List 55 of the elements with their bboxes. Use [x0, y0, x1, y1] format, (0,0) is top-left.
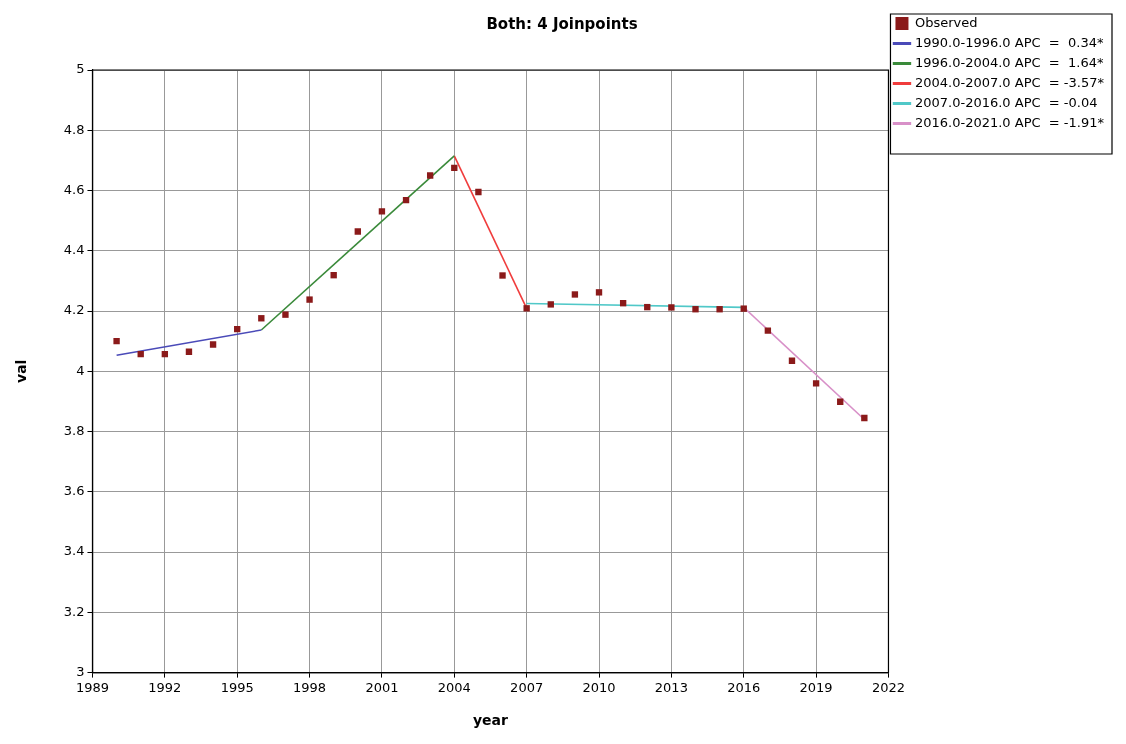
point — [113, 337, 120, 345]
y-tick-label: 3 — [76, 663, 85, 679]
point — [764, 327, 772, 334]
legend-label: 1990.0-1996.0 APC = 0.34* — [914, 34, 1104, 50]
point — [306, 296, 313, 303]
x-tick-label: 2016 — [727, 679, 761, 695]
point — [185, 348, 193, 355]
y-tick-label: 5 — [76, 61, 85, 77]
point — [547, 301, 554, 308]
point — [812, 380, 820, 387]
point — [499, 272, 506, 279]
point — [426, 172, 434, 179]
x-tick-label: 1998 — [293, 679, 327, 695]
chart-title: Both: 4 Joinpoints — [486, 14, 638, 33]
point — [475, 188, 482, 196]
point — [861, 414, 868, 422]
legend-label: 2007.0-2016.0 APC = -0.04 — [914, 94, 1098, 110]
point — [571, 291, 579, 298]
point — [451, 164, 458, 172]
point — [788, 357, 796, 364]
x-tick-label: 2019 — [799, 679, 833, 695]
legend-label: 2004.0-2007.0 APC = -3.57* — [914, 74, 1105, 90]
x-axis-title: year — [472, 712, 509, 729]
x-tick-label: 2001 — [365, 679, 399, 695]
y-tick-label: 3.4 — [63, 543, 85, 559]
y-axis-title: val — [13, 359, 30, 383]
x-tick-label: 1989 — [75, 679, 110, 695]
x-tick-label: 1995 — [220, 679, 254, 695]
y-tick-label: 4.6 — [63, 181, 85, 197]
point — [523, 305, 530, 312]
point — [282, 311, 289, 318]
x-tick-label: 1992 — [148, 679, 182, 695]
legend-label: 1996.0-2004.0 APC = 1.64* — [914, 54, 1104, 70]
y-tick-label: 3.8 — [63, 422, 85, 438]
y-tick-label: 4.2 — [63, 302, 85, 318]
x-tick-label: 2022 — [871, 679, 906, 695]
point — [354, 228, 361, 235]
x-tick-label: 2013 — [654, 679, 688, 695]
y-tick-label: 3.6 — [63, 483, 85, 499]
point — [692, 306, 699, 313]
point — [668, 304, 675, 311]
x-tick-label: 2010 — [582, 679, 616, 695]
legend-label: Observed — [914, 14, 978, 30]
point — [258, 315, 265, 322]
y-tick-label: 4.8 — [63, 121, 85, 137]
point — [595, 289, 603, 296]
y-tick-label: 3.2 — [63, 603, 85, 619]
point — [716, 306, 723, 313]
x-tick-label: 2007 — [510, 679, 544, 695]
y-tick-label: 4 — [76, 362, 85, 378]
x-tick-label: 2004 — [437, 679, 471, 695]
legend-label: 2016.0-2021.0 APC = -1.91* — [914, 114, 1105, 130]
point — [209, 341, 217, 348]
y-tick-label: 4.4 — [63, 242, 85, 258]
point — [740, 305, 747, 312]
